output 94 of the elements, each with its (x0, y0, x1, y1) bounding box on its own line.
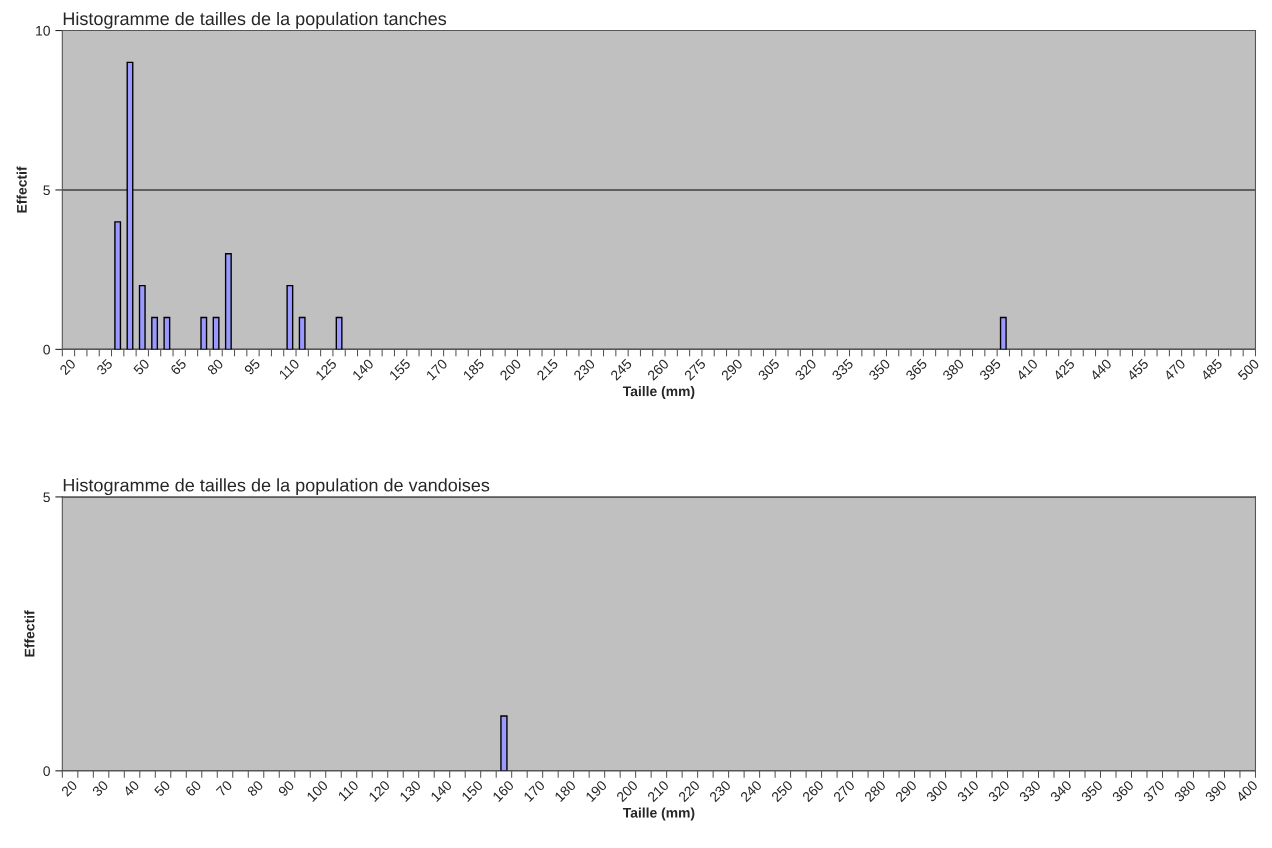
x-tick-label: 500 (1237, 358, 1260, 381)
bar (212, 316, 220, 350)
x-tick-label: 300 (925, 779, 949, 803)
x-tick-label: 320 (794, 358, 817, 381)
x-tick-label: 440 (1089, 358, 1113, 382)
x-tick-label: 215 (536, 358, 559, 381)
x-tick-label: 150 (461, 779, 484, 803)
x-tick-label: 260 (646, 358, 670, 381)
x-tick-label: 140 (351, 358, 375, 381)
x-tick-label: 200 (615, 779, 639, 803)
x-tick-label: 35 (95, 358, 114, 376)
x-tick-label: 280 (863, 779, 887, 803)
x-tick-label: 350 (1080, 779, 1104, 803)
x-tick-label: 170 (523, 779, 546, 803)
x-tick-label: 110 (278, 358, 300, 380)
x-tick-label: 275 (683, 358, 707, 381)
y-tick-label: 5 (43, 185, 50, 196)
x-tick-label: 200 (499, 358, 522, 381)
y-axis-title: Effectif (24, 610, 35, 657)
x-tick-label: 130 (399, 779, 422, 803)
bar (200, 316, 208, 350)
x-tick-label: 160 (492, 779, 515, 803)
x-axis-title: Taille (mm) (622, 807, 695, 821)
x-tick-label: 290 (894, 779, 918, 803)
x-tick-label: 210 (646, 779, 670, 803)
x-tick-label: 380 (1173, 779, 1197, 803)
x-tick-label: 455 (1126, 358, 1150, 382)
x-tick-label: 380 (941, 358, 965, 381)
x-tick-label: 245 (609, 358, 633, 381)
x-tick-label: 230 (708, 779, 732, 803)
x-tick-label: 155 (388, 358, 412, 381)
x-tick-label: 290 (720, 358, 744, 381)
x-tick-label: 125 (315, 358, 338, 381)
x-tick-label: 260 (801, 779, 825, 803)
x-tick-label: 370 (1142, 779, 1166, 803)
x-tick-label: 425 (1052, 358, 1076, 382)
x-tick-label: 100 (306, 779, 329, 803)
x-tick-label: 470 (1163, 358, 1186, 382)
bar (114, 221, 122, 350)
x-tick-label: 80 (206, 358, 224, 376)
x-tick-label: 140 (430, 779, 453, 803)
x-tick-label: 350 (868, 358, 891, 381)
x-tick-label: 365 (905, 358, 928, 381)
x-tick-label: 220 (677, 779, 701, 803)
x-tick-label: 50 (132, 358, 150, 376)
x-tick-label: 30 (91, 779, 109, 797)
bar (335, 316, 343, 350)
x-tick-label: 230 (573, 358, 596, 381)
x-axis-title: Taille (mm) (622, 386, 695, 399)
x-tick-label: 80 (246, 779, 264, 797)
chart-title: Histogramme de tailles de la population tanches (63, 11, 447, 29)
x-tick-label: 60 (184, 779, 202, 797)
x-tick-label: 410 (1015, 358, 1039, 382)
x-tick-label: 240 (739, 779, 763, 803)
bar (999, 316, 1007, 350)
x-tick-label: 65 (169, 358, 187, 376)
x-tick-label: 310 (956, 779, 980, 803)
y-tick-label: 5 (43, 492, 50, 503)
y-tick-label: 10 (36, 25, 50, 36)
x-tick-label: 330 (1018, 779, 1042, 803)
x-tick-label: 180 (554, 779, 577, 803)
x-tick-label: 270 (832, 779, 856, 803)
x-tick-label: 320 (987, 779, 1011, 803)
x-tick-label: 40 (122, 779, 140, 798)
x-tick-label: 50 (153, 779, 171, 797)
x-tick-label: 95 (243, 358, 261, 376)
bar (138, 284, 146, 350)
x-tick-label: 20 (60, 779, 78, 797)
x-tick-label: 360 (1111, 779, 1135, 803)
x-tick-label: 395 (978, 358, 1002, 381)
x-tick-label: 400 (1235, 779, 1259, 803)
x-tick-label: 90 (277, 779, 295, 797)
bar (163, 316, 171, 350)
x-tick-label: 20 (59, 358, 77, 376)
bar (286, 284, 294, 350)
x-tick-label: 120 (368, 779, 391, 803)
x-tick-label: 340 (1049, 779, 1073, 803)
x-tick-label: 390 (1204, 779, 1228, 803)
chart-title: Histogramme de tailles de la population de vandoises (63, 478, 490, 496)
y-tick-label: 0 (43, 344, 50, 355)
x-tick-label: 250 (770, 779, 794, 803)
x-tick-label: 305 (757, 358, 781, 381)
bar (151, 316, 159, 350)
x-tick-label: 185 (462, 358, 485, 381)
x-tick-label: 170 (425, 358, 448, 381)
y-tick-label: 0 (43, 766, 50, 776)
x-tick-label: 190 (585, 779, 608, 803)
y-axis-title: Effectif (16, 166, 27, 213)
x-tick-label: 485 (1200, 358, 1223, 382)
bar (224, 253, 232, 350)
x-tick-label: 110 (337, 779, 360, 802)
x-tick-label: 335 (831, 358, 854, 381)
x-tick-label: 70 (215, 779, 233, 797)
bar (298, 316, 306, 350)
